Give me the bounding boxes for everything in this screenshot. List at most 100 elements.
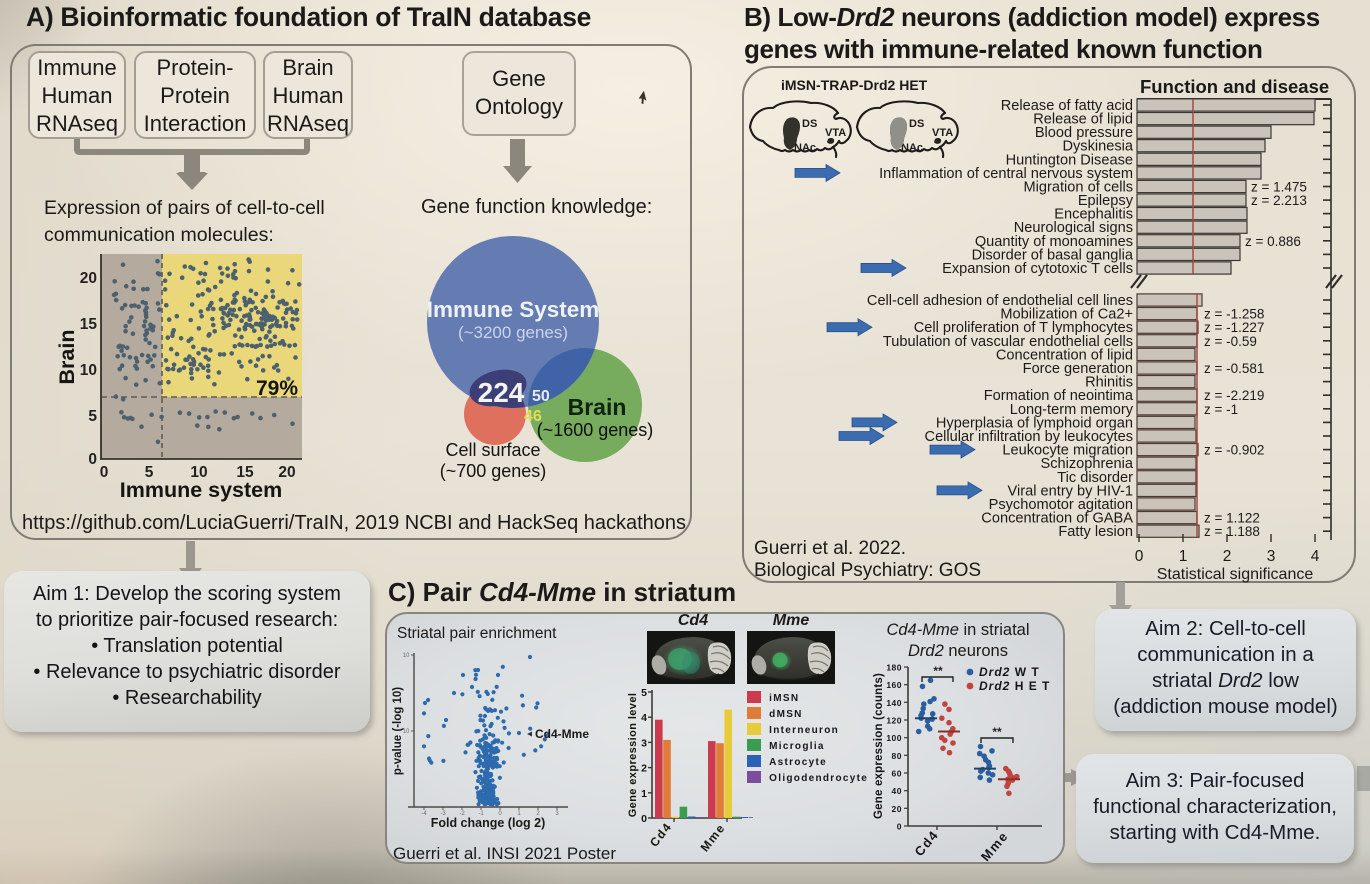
- svg-text:Schizophrenia: Schizophrenia: [1041, 456, 1134, 472]
- svg-text:3: 3: [641, 737, 647, 749]
- svg-text:10: 10: [80, 362, 97, 379]
- svg-text:Formation of neointima: Formation of neointima: [984, 388, 1134, 404]
- svg-text:z = -1: z = -1: [1204, 402, 1238, 417]
- svg-text:Leukocyte migration: Leukocyte migration: [1002, 443, 1133, 459]
- svg-text:Cellular infiltration by leuko: Cellular infiltration by leukocytes: [925, 429, 1133, 445]
- svg-text:Cd4-Mme: Cd4-Mme: [535, 727, 589, 741]
- svg-text:224: 224: [478, 377, 525, 408]
- svg-text:140: 140: [886, 698, 902, 708]
- svg-text:10: 10: [403, 653, 410, 659]
- svg-text:Expansion of cytotoxic T cells: Expansion of cytotoxic T cells: [942, 261, 1133, 277]
- svg-text:160: 160: [886, 680, 902, 690]
- svg-text:Long-term memory: Long-term memory: [1010, 402, 1134, 418]
- svg-text:z = -2.219: z = -2.219: [1204, 388, 1264, 403]
- svg-text:-3: -3: [440, 811, 446, 817]
- svg-text:Cell surface: Cell surface: [445, 440, 540, 460]
- svg-text:20: 20: [892, 804, 902, 814]
- svg-text:1: 1: [1179, 548, 1188, 565]
- svg-text:z = 2.213: z = 2.213: [1251, 193, 1307, 208]
- svg-text:Psychomotor agitation: Psychomotor agitation: [989, 497, 1133, 513]
- svg-text:NAc: NAc: [794, 142, 816, 154]
- svg-text:Force generation: Force generation: [1023, 361, 1133, 377]
- svg-text:(~1600 genes): (~1600 genes): [537, 420, 654, 440]
- svg-text:z = -0.581: z = -0.581: [1204, 361, 1264, 376]
- svg-text:Gene expression level: Gene expression level: [628, 693, 639, 818]
- svg-text:Gene expression (counts): Gene expression (counts): [873, 673, 885, 819]
- svg-text:3: 3: [555, 811, 559, 817]
- svg-text:10: 10: [403, 729, 410, 735]
- svg-text:15: 15: [236, 464, 254, 481]
- svg-text:Blood pressure: Blood pressure: [1035, 125, 1133, 141]
- svg-text:5: 5: [641, 687, 647, 699]
- svg-text:0: 0: [1135, 548, 1144, 565]
- svg-text:(~700 genes): (~700 genes): [440, 461, 547, 481]
- svg-text:z = -0.902: z = -0.902: [1204, 443, 1264, 458]
- svg-text:Statistical significance: Statistical significance: [1157, 566, 1314, 583]
- svg-text:0: 0: [897, 822, 902, 832]
- svg-text:46: 46: [524, 408, 542, 425]
- svg-text:VTA: VTA: [825, 127, 846, 139]
- svg-text:60: 60: [892, 769, 902, 779]
- svg-text:Release of lipid: Release of lipid: [1033, 112, 1133, 128]
- svg-text:Immune system: Immune system: [120, 478, 283, 502]
- svg-text:Rhinitis: Rhinitis: [1085, 375, 1133, 391]
- svg-text:Quantity of monoamines: Quantity of monoamines: [975, 234, 1133, 250]
- svg-text:Huntington Disease: Huntington Disease: [1006, 152, 1133, 168]
- svg-text:Mme: Mme: [978, 828, 1011, 864]
- svg-text:Cell proliferation of T lympho: Cell proliferation of T lymphocytes: [914, 320, 1133, 336]
- svg-text:0: 0: [100, 464, 109, 481]
- svg-text:1: 1: [641, 788, 647, 800]
- svg-text:Mobilization of Ca2+: Mobilization of Ca2+: [1000, 307, 1133, 323]
- svg-text:Cd4: Cd4: [911, 827, 941, 859]
- svg-text:40: 40: [892, 786, 902, 796]
- svg-text:Migration of cells: Migration of cells: [1024, 180, 1134, 196]
- svg-text:z = 1.122: z = 1.122: [1204, 511, 1260, 526]
- svg-text:Brain: Brain: [55, 330, 79, 385]
- svg-text:5: 5: [88, 408, 97, 425]
- svg-text:Release of fatty acid: Release of fatty acid: [1001, 98, 1133, 114]
- svg-text:Tic disorder: Tic disorder: [1057, 470, 1133, 486]
- svg-text:(~3200 genes): (~3200 genes): [458, 323, 568, 342]
- svg-text:z = -1.258: z = -1.258: [1204, 307, 1264, 322]
- svg-text:p-value (-log 10): p-value (-log 10): [392, 687, 404, 775]
- svg-text:Concentration of lipid: Concentration of lipid: [996, 347, 1133, 363]
- svg-text:Cd4: Cd4: [647, 820, 675, 850]
- svg-text:4: 4: [1311, 548, 1320, 565]
- svg-text:Drd2 W T: Drd2 W T: [979, 665, 1040, 679]
- svg-text:120: 120: [886, 716, 902, 726]
- svg-text:180: 180: [886, 663, 902, 673]
- svg-text:15: 15: [80, 316, 98, 333]
- svg-text:100: 100: [886, 733, 902, 743]
- svg-text:z = -1.227: z = -1.227: [1204, 320, 1264, 335]
- svg-text:z = -0.59: z = -0.59: [1204, 334, 1257, 349]
- svg-text:1: 1: [517, 811, 521, 817]
- svg-text:Fatty lesion: Fatty lesion: [1058, 524, 1133, 540]
- svg-text:Cell-cell adhesion of endothel: Cell-cell adhesion of endothelial cell l…: [867, 293, 1133, 309]
- svg-text:Brain: Brain: [568, 394, 627, 420]
- svg-text:DS: DS: [802, 118, 817, 130]
- svg-text:5: 5: [145, 464, 154, 481]
- svg-text:Fold change (log 2): Fold change (log 2): [431, 816, 546, 830]
- svg-text:2: 2: [536, 811, 540, 817]
- svg-text:79%: 79%: [256, 377, 298, 400]
- svg-text:Disorder of basal ganglia: Disorder of basal ganglia: [972, 247, 1134, 263]
- svg-text:**: **: [933, 664, 943, 678]
- svg-text:z = 1.188: z = 1.188: [1204, 524, 1260, 539]
- svg-text:Immune System: Immune System: [427, 297, 600, 322]
- svg-text:2: 2: [641, 763, 647, 775]
- svg-text:20: 20: [80, 270, 97, 287]
- svg-text:4: 4: [641, 712, 647, 724]
- svg-text:-1: -1: [478, 811, 484, 817]
- svg-text:-4: -4: [421, 811, 427, 817]
- svg-text:z = 1.475: z = 1.475: [1251, 180, 1307, 195]
- svg-text:Tubulation of vascular endothe: Tubulation of vascular endothelial cells: [883, 334, 1133, 350]
- svg-text:80: 80: [892, 751, 902, 761]
- svg-text:Viral entry by HIV-1: Viral entry by HIV-1: [1008, 483, 1133, 499]
- svg-text:Concentration of GABA: Concentration of GABA: [981, 511, 1133, 527]
- svg-text:Neurological signs: Neurological signs: [1014, 220, 1133, 236]
- svg-text:0: 0: [641, 813, 647, 825]
- svg-text:0: 0: [498, 811, 502, 817]
- svg-text:Dyskinesia: Dyskinesia: [1062, 139, 1133, 155]
- svg-text:Encephalitis: Encephalitis: [1054, 207, 1133, 223]
- svg-text:Hyperplasia of lymphoid organ: Hyperplasia of lymphoid organ: [936, 415, 1133, 431]
